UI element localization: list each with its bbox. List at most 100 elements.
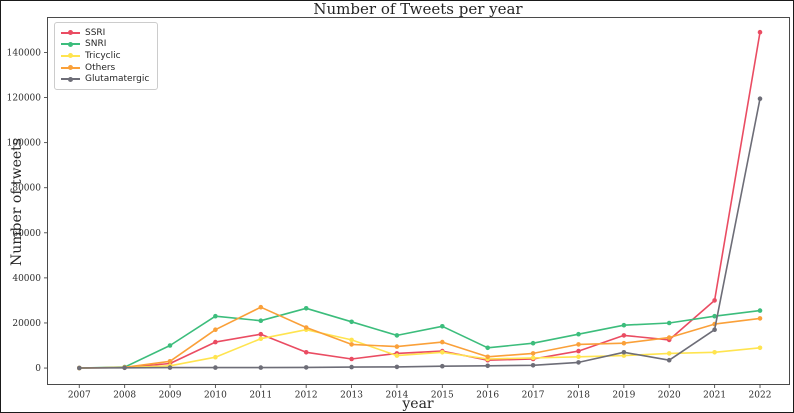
data-point-glutamatergic-2017: [530, 363, 536, 368]
x-tick-label: 2015: [431, 391, 454, 401]
data-point-snri-2016: [485, 345, 491, 351]
x-tick-label: 2013: [340, 391, 363, 401]
x-tick-label: 2022: [749, 391, 772, 401]
data-point-glutamatergic-2020: [666, 357, 672, 363]
x-tick-label: 2019: [612, 391, 635, 401]
data-point-glutamatergic-2022: [757, 96, 763, 101]
data-point-snri-2015: [440, 324, 445, 329]
y-tick-label: 0: [35, 364, 41, 374]
x-tick-label: 2018: [567, 391, 590, 401]
legend-item-snri: SNRI: [61, 39, 149, 51]
data-point-others-2018: [576, 342, 581, 347]
data-point-others-2012: [303, 325, 309, 330]
series-line-others: [79, 306, 761, 369]
data-point-glutamatergic-2011: [258, 365, 264, 370]
legend-line-marker-icon: [61, 40, 80, 48]
data-point-glutamatergic-2018: [576, 360, 581, 365]
legend-line-marker-icon: [61, 29, 80, 37]
data-point-glutamatergic-2007: [77, 365, 82, 371]
data-point-glutamatergic-2014: [394, 364, 400, 370]
data-point-snri-2012: [303, 306, 309, 311]
data-point-others-2022: [757, 316, 763, 321]
series-line-glutamatergic: [79, 98, 761, 369]
data-point-snri-2009: [167, 343, 173, 348]
data-point-tricyclic-2018: [576, 354, 581, 360]
data-point-snri-2010: [213, 313, 218, 319]
data-point-tricyclic-2015: [440, 350, 445, 355]
data-point-others-2011: [258, 304, 264, 310]
data-point-others-2016: [485, 354, 491, 360]
data-point-glutamatergic-2016: [485, 363, 491, 369]
data-point-snri-2011: [258, 318, 264, 324]
x-tick-label: 2017: [522, 391, 545, 401]
data-point-snri-2017: [530, 340, 536, 346]
data-point-tricyclic-2014: [394, 353, 400, 358]
legend-label: Tricyclic: [85, 50, 121, 61]
data-point-tricyclic-2019: [621, 353, 627, 358]
legend-label: Glutamatergic: [85, 74, 150, 85]
chart-title: Number of Tweets per year: [313, 0, 523, 18]
y-tick-label: 100000: [7, 139, 42, 149]
data-point-glutamatergic-2009: [167, 365, 173, 370]
data-point-ssri-2013: [349, 356, 354, 362]
data-point-tricyclic-2017: [530, 355, 536, 361]
data-point-tricyclic-2021: [712, 350, 717, 355]
legend-line-marker-icon: [61, 75, 80, 83]
x-tick-label: 2012: [295, 391, 318, 401]
x-tick-label: 2010: [204, 391, 227, 401]
legend-item-tricyclic: Tricyclic: [61, 50, 149, 62]
data-point-glutamatergic-2021: [712, 327, 717, 333]
legend-item-others: Others: [61, 62, 149, 74]
data-point-ssri-2019: [621, 333, 627, 338]
x-tick-label: 2007: [68, 391, 91, 401]
legend-item-ssri: SSRI: [61, 27, 149, 39]
y-tick-label: 40000: [12, 274, 41, 284]
x-tick-label: 2021: [703, 391, 726, 401]
data-point-others-2015: [440, 339, 445, 345]
y-tick-label: 120000: [7, 94, 42, 104]
x-tick-label: 2011: [249, 391, 272, 401]
x-tick-label: 2009: [159, 391, 182, 401]
series-line-tricyclic: [79, 328, 761, 369]
legend-label: SSRI: [85, 27, 106, 38]
data-point-others-2017: [530, 351, 536, 356]
data-point-ssri-2022: [757, 29, 763, 35]
data-point-others-2014: [394, 344, 400, 349]
data-point-others-2019: [621, 340, 627, 346]
data-point-tricyclic-2011: [258, 336, 264, 342]
y-tick-label: 20000: [12, 319, 41, 329]
data-point-snri-2014: [394, 333, 400, 338]
x-axis-label: year: [402, 396, 434, 412]
data-point-glutamatergic-2019: [621, 350, 627, 355]
x-tick-label: 2020: [658, 391, 681, 401]
legend-line-marker-icon: [61, 52, 80, 60]
data-point-tricyclic-2022: [757, 345, 763, 351]
y-tick-label: 60000: [12, 229, 41, 239]
data-point-ssri-2011: [258, 331, 264, 337]
data-point-glutamatergic-2010: [213, 365, 218, 370]
legend-label: SNRI: [85, 39, 107, 50]
data-point-tricyclic-2020: [666, 351, 672, 356]
data-point-glutamatergic-2013: [349, 364, 354, 370]
data-point-snri-2020: [666, 320, 672, 326]
data-point-tricyclic-2010: [213, 354, 218, 360]
legend: SSRI SNRI Tricyclic Others Glutamatergic: [54, 22, 159, 90]
data-point-ssri-2012: [303, 350, 309, 355]
data-point-glutamatergic-2008: [122, 365, 127, 371]
data-point-tricyclic-2013: [349, 337, 354, 343]
data-point-others-2020: [666, 335, 672, 340]
series-line-snri: [79, 307, 761, 369]
data-point-glutamatergic-2015: [440, 363, 445, 369]
x-tick-label: 2016: [476, 391, 499, 401]
data-point-others-2010: [213, 327, 218, 333]
legend-item-glutamatergic: Glutamatergic: [61, 73, 149, 85]
data-point-ssri-2018: [576, 348, 581, 354]
y-tick-label: 140000: [7, 48, 42, 58]
x-tick-label: 2008: [113, 391, 136, 401]
data-point-others-2009: [167, 359, 173, 364]
data-point-others-2013: [349, 342, 354, 347]
series-line-ssri: [79, 32, 761, 369]
data-point-snri-2013: [349, 319, 354, 325]
